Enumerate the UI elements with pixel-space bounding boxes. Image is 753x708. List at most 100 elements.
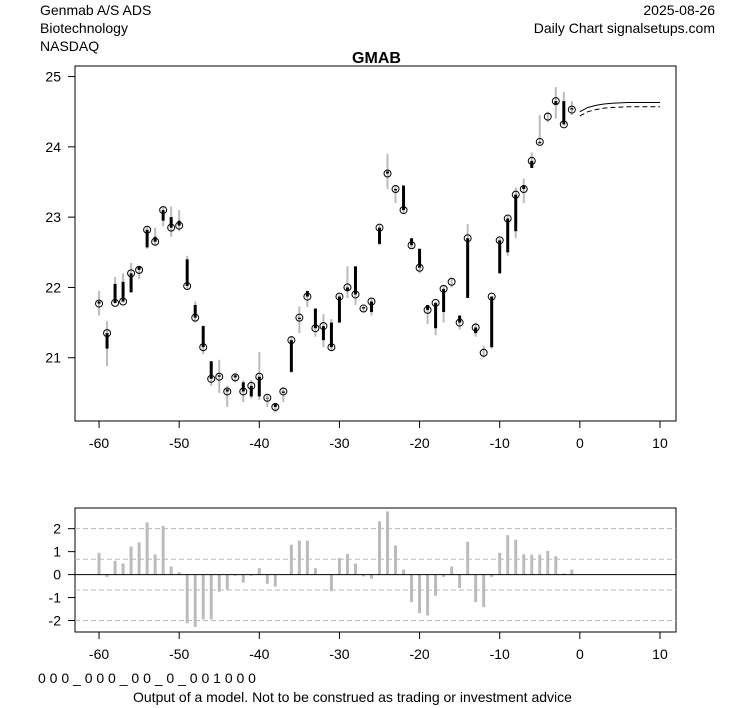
close-marker [319, 322, 328, 331]
close-marker [399, 206, 408, 215]
x-tick-label: -50 [169, 646, 189, 662]
close-marker [159, 206, 168, 215]
close-marker [527, 156, 536, 165]
close-marker [183, 282, 192, 291]
close-marker [223, 387, 232, 396]
close-marker [127, 269, 136, 278]
close-marker [151, 237, 160, 246]
close-marker [343, 283, 352, 292]
x-tick-label: -10 [490, 646, 510, 662]
plot-frame [74, 65, 677, 422]
close-marker [119, 297, 128, 306]
exchange: NASDAQ [40, 38, 100, 54]
close-marker [367, 297, 376, 306]
y-tick-label: 1 [53, 544, 61, 560]
close-marker [503, 214, 512, 223]
close-marker [135, 265, 144, 274]
y-tick-label: 21 [45, 350, 61, 366]
close-marker [455, 318, 464, 327]
close-marker [383, 169, 392, 178]
close-marker [327, 343, 336, 352]
close-marker [279, 387, 288, 396]
close-marker [103, 329, 112, 338]
x-tick-label: -40 [249, 435, 269, 451]
x-tick-label: -60 [89, 646, 109, 662]
forecast-upper-line [579, 102, 660, 113]
close-marker [167, 223, 176, 232]
y-tick-label: 22 [45, 279, 61, 295]
x-tick-label: -30 [329, 435, 349, 451]
close-marker [263, 393, 272, 402]
x-tick-label: -20 [409, 435, 429, 451]
close-marker [535, 137, 544, 146]
close-marker [551, 97, 560, 106]
company-name: Genmab A/S ADS [40, 2, 152, 18]
close-marker [543, 112, 552, 121]
close-marker [431, 298, 440, 307]
sector: Biotechnology [40, 20, 128, 36]
close-marker [335, 292, 344, 301]
x-tick-label: -30 [329, 646, 349, 662]
x-tick-label: 10 [652, 646, 668, 662]
close-marker [479, 348, 488, 357]
x-tick-label: 0 [576, 646, 584, 662]
close-marker [415, 263, 424, 272]
x-tick-label: -60 [89, 435, 109, 451]
y-tick-label: -1 [49, 590, 62, 606]
x-tick-label: -40 [249, 646, 269, 662]
x-tick-label: 10 [652, 435, 668, 451]
close-marker [175, 221, 184, 230]
close-marker [351, 290, 360, 299]
close-marker [407, 241, 416, 250]
x-tick-label: 0 [576, 435, 584, 451]
x-tick-label: -20 [409, 646, 429, 662]
close-marker [311, 324, 320, 333]
close-marker [471, 323, 480, 332]
close-marker [191, 313, 200, 322]
close-marker [391, 185, 400, 194]
close-marker [487, 292, 496, 301]
forecast-lower-line [579, 106, 660, 117]
y-tick-label: 2 [53, 521, 61, 537]
close-marker [215, 372, 224, 381]
close-marker [375, 223, 384, 232]
close-marker [271, 402, 280, 411]
plot-frame [74, 507, 677, 633]
close-marker [143, 225, 152, 234]
y-tick-label: 23 [45, 209, 61, 225]
close-marker [111, 298, 120, 307]
chart-date: 2025-08-26 [643, 2, 715, 18]
chart-source: Daily Chart signalsetups.com [533, 20, 715, 36]
close-marker [423, 305, 432, 314]
close-marker [511, 190, 520, 199]
close-marker [95, 299, 104, 308]
close-marker [255, 372, 264, 381]
chart-title: GMAB [352, 50, 401, 67]
close-marker [567, 105, 576, 114]
close-marker [207, 374, 216, 383]
close-marker [239, 387, 248, 396]
close-marker [199, 343, 208, 352]
y-tick-label: 0 [53, 567, 61, 583]
close-marker [439, 284, 448, 293]
y-tick-label: 24 [45, 139, 61, 155]
close-marker [495, 236, 504, 245]
close-marker [247, 381, 256, 390]
close-marker [295, 313, 304, 322]
x-tick-label: -10 [490, 435, 510, 451]
y-tick-label: 25 [45, 69, 61, 85]
close-marker [447, 277, 456, 286]
y-tick-label: -2 [49, 613, 62, 629]
close-marker [559, 120, 568, 129]
close-marker [359, 304, 368, 313]
close-marker [519, 185, 528, 194]
x-tick-label: -50 [169, 435, 189, 451]
close-marker [463, 234, 472, 243]
close-marker [287, 336, 296, 345]
signal-code: 0 0 0 _ 0 0 0 _ 0 0 _ 0 _ 0 0 1 0 0 0 [38, 670, 256, 686]
close-marker [231, 373, 240, 382]
close-marker [303, 292, 312, 301]
disclaimer: Output of a model. Not to be construed a… [133, 689, 572, 705]
